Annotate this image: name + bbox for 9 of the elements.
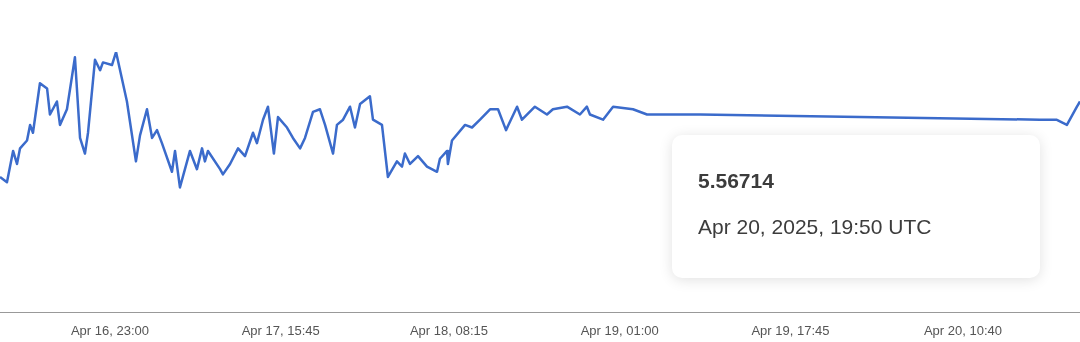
annotation: 5.56714 [698,169,775,193]
tooltip-box: 5.56714 Apr 20, 2025, 19:50 UTC [672,135,1040,278]
x-tick-label: Apr 17, 15:45 [241,322,320,338]
x-tick-label: Apr 18, 08:15 [409,322,488,338]
x-tick-label: Apr 19, 01:00 [580,322,659,338]
x-tick-label: Apr 19, 17:45 [751,322,830,338]
x-tick-label: Apr 16, 23:00 [70,322,149,338]
annotation: Apr 20, 2025, 19:50 UTC [698,215,933,239]
x-tick-label: Apr 20, 10:40 [923,322,1002,338]
